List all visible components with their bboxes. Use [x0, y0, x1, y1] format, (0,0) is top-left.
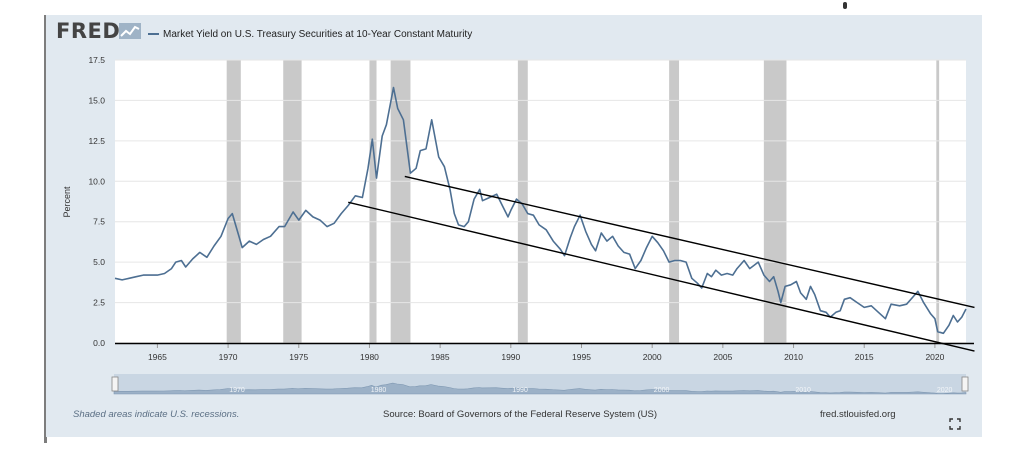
series-line: [114, 86, 967, 335]
navigator-series: [113, 382, 967, 395]
fullscreen-icon[interactable]: [949, 418, 961, 430]
navigator-tick-label: 2010: [795, 387, 811, 394]
site-link[interactable]: fred.stlouisfed.org: [820, 409, 896, 420]
x-tick-label: 1990: [501, 352, 520, 362]
x-tick-label: 2005: [713, 352, 732, 362]
navigator-tick-label: 1970: [229, 387, 245, 394]
y-tick-label: 0.0: [93, 338, 105, 348]
navigator-handle[interactable]: [111, 376, 119, 392]
navigator-tick-label: 1980: [371, 387, 387, 394]
x-tick-label: 1995: [572, 352, 591, 362]
x-tick-label: 1980: [360, 352, 379, 362]
left-border: [44, 15, 47, 443]
chart-title: Market Yield on U.S. Treasury Securities…: [148, 29, 472, 40]
source-note: Source: Board of Governors of the Federa…: [383, 409, 658, 420]
y-tick-label: 17.5: [88, 55, 105, 65]
y-axis-label: Percent: [62, 186, 72, 218]
x-tick-label: 2010: [784, 352, 803, 362]
recession-band: [390, 60, 411, 343]
recession-band: [517, 60, 528, 343]
y-tick-label: 2.5: [93, 298, 105, 308]
navigator-tick-label: 1990: [512, 387, 528, 394]
recession-band: [369, 60, 377, 343]
fred-graph-icon: [119, 23, 141, 39]
y-tick-label: 10.0: [88, 176, 105, 186]
trend-channel-line: [348, 201, 975, 352]
x-tick-label: 1970: [219, 352, 238, 362]
top-edge-fragment: [843, 2, 847, 9]
x-tick-label: 2000: [643, 352, 662, 362]
recessions-note: Shaded areas indicate U.S. recessions.: [73, 409, 240, 420]
y-tick-label: 15.0: [88, 95, 105, 105]
recession-band: [283, 60, 302, 343]
navigator-tick-label: 2000: [654, 387, 670, 394]
legend-swatch: [148, 33, 159, 36]
x-tick-label: 2015: [855, 352, 874, 362]
plot-area: [115, 60, 966, 343]
x-tick-label: 1975: [289, 352, 308, 362]
y-tick-label: 12.5: [88, 136, 105, 146]
recession-band: [763, 60, 787, 343]
y-tick-label: 7.5: [93, 217, 105, 227]
y-tick-label: 5.0: [93, 257, 105, 267]
recession-band: [936, 60, 940, 343]
chart-title-text: Market Yield on U.S. Treasury Securities…: [163, 29, 473, 40]
recession-band: [226, 60, 241, 343]
navigator-tick-label: 2020: [937, 387, 953, 394]
fred-logo[interactable]: FRED: [56, 19, 121, 43]
trend-channel-line: [404, 175, 975, 309]
x-tick-label: 1985: [431, 352, 450, 362]
navigator-handle[interactable]: [961, 376, 969, 392]
x-tick-label: 1965: [148, 352, 167, 362]
recession-band: [669, 60, 680, 343]
x-tick-label: 2020: [925, 352, 944, 362]
